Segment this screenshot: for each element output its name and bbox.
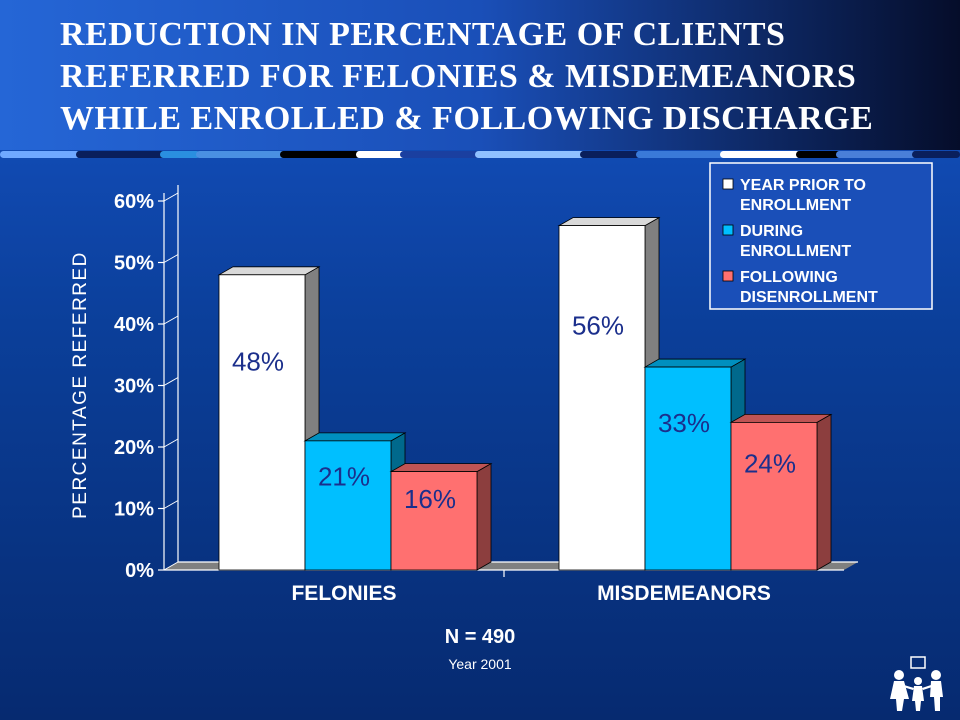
stripe-segment	[0, 151, 80, 158]
stripe-segment	[280, 151, 360, 158]
bar-front	[730, 421, 818, 571]
bar-front	[304, 440, 392, 571]
bar-top	[389, 463, 493, 473]
year-label: Year 2001	[448, 656, 512, 672]
bar-front	[390, 471, 478, 571]
title-line-2: REFERRED FOR FELONIES & MISDEMEANORS	[60, 58, 857, 95]
stripe-segment	[400, 151, 480, 158]
y-tick-label: 50%	[114, 253, 154, 275]
decorative-stripe	[0, 151, 960, 158]
y-tick-label: 0%	[125, 560, 154, 582]
data-label: 48%	[232, 347, 284, 377]
title-band	[0, 0, 960, 150]
bar-top	[557, 217, 661, 227]
bar-front	[558, 225, 646, 571]
data-label: 24%	[744, 448, 796, 478]
stripe-segment	[475, 151, 585, 158]
y-tick-wall-segment	[163, 192, 179, 202]
bar-side	[816, 413, 832, 571]
bar-top	[217, 266, 321, 276]
family-figures-icon	[890, 656, 943, 711]
sample-size-label: N = 490	[444, 626, 516, 648]
y-tick-label: 20%	[114, 437, 154, 459]
y-tick-wall-segment	[163, 377, 179, 386]
y-tick-wall-segment	[163, 500, 179, 509]
data-label: 16%	[404, 484, 456, 514]
stripe-segment	[356, 151, 406, 158]
legend-label: YEAR PRIOR TO ENROLLMENT	[740, 177, 866, 214]
bar-front	[644, 366, 732, 571]
bar: 33%	[643, 358, 747, 571]
bar-top	[729, 413, 833, 423]
chart-bars: 48% 21% 16% 56% 33% 24%	[217, 216, 833, 571]
data-label: 33%	[658, 408, 710, 438]
legend-label: DURING ENROLLMENT	[740, 223, 851, 260]
bar: 16%	[389, 462, 493, 571]
title-line-1: REDUCTION IN PERCENTAGE OF CLIENTS	[60, 16, 786, 53]
stripe-segment	[636, 151, 726, 158]
stripe-segment	[912, 151, 960, 158]
bar-top	[643, 358, 747, 368]
bar-top	[303, 432, 407, 442]
stripe-segment	[720, 151, 800, 158]
bar: 24%	[729, 413, 833, 571]
bar: 21%	[303, 432, 407, 571]
data-label: 21%	[318, 462, 370, 492]
bar-side	[476, 462, 492, 571]
y-tick-label: 40%	[114, 314, 154, 336]
y-tick-wall-segment	[163, 561, 179, 571]
x-tick-label: MISDEMEANORS	[597, 582, 771, 605]
stripe-segment	[76, 151, 166, 158]
bar: 56%	[557, 216, 661, 571]
legend-box	[709, 162, 933, 310]
y-tick-label: 30%	[114, 376, 154, 398]
stripe-segment	[160, 151, 200, 158]
legend-swatch	[722, 270, 734, 282]
y-tick-label: 10%	[114, 499, 154, 521]
title-line-3: WHILE ENROLLED & FOLLOWING DISCHARGE	[60, 100, 874, 137]
y-tick-wall-segment	[163, 438, 179, 448]
stripe-segment	[836, 151, 916, 158]
chart-legend: YEAR PRIOR TO ENROLLMENT DURING ENROLLMENT F…	[709, 162, 933, 310]
x-tick-label: FELONIES	[291, 582, 396, 605]
legend-swatch	[722, 224, 734, 236]
data-label: 56%	[572, 311, 624, 341]
y-tick-wall-segment	[163, 315, 179, 325]
bar-front	[218, 274, 306, 571]
slide-title: REDUCTION IN PERCENTAGE OF CLIENTS REFER…	[60, 14, 950, 140]
stripe-segment	[580, 151, 640, 158]
y-tick-wall-segment	[163, 254, 179, 263]
stripe-segment	[796, 151, 841, 158]
y-axis-title: PERCENTAGE REFERRED	[70, 251, 91, 519]
stripe-segment	[196, 151, 286, 158]
legend-label: FOLLOWING DISENROLLMENT	[740, 269, 878, 306]
bar: 48%	[217, 266, 321, 571]
y-tick-label: 60%	[114, 191, 154, 213]
legend-swatch	[722, 178, 734, 190]
